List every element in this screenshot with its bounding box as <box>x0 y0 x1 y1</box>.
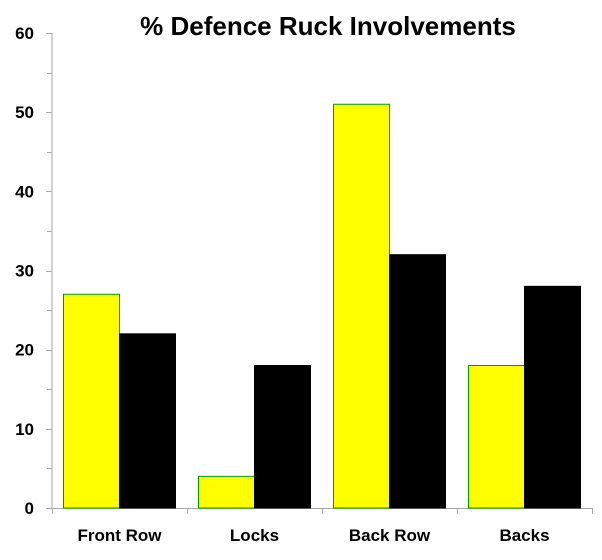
bar-backs-series-1 <box>468 365 525 509</box>
bar-locks-series-2 <box>254 365 311 509</box>
y-tick-label: 30 <box>15 262 34 281</box>
bar-front-row-series-1 <box>63 293 120 509</box>
x-category-label: Backs <box>499 526 549 545</box>
x-category-label: Front Row <box>77 526 162 545</box>
bar-locks-series-1 <box>198 475 255 509</box>
y-tick-label: 40 <box>15 182 34 201</box>
x-category-label: Back Row <box>349 526 431 545</box>
bar-backs-series-2 <box>524 285 581 509</box>
x-category-labels: Front Row Locks Back Row Backs <box>77 526 549 545</box>
y-tick-label: 20 <box>15 341 34 360</box>
x-category-label: Locks <box>230 526 279 545</box>
x-axis <box>52 508 593 514</box>
bars <box>63 103 581 509</box>
bar-back-row-series-2 <box>389 254 446 509</box>
y-tick-label: 0 <box>25 499 34 518</box>
chart-title: % Defence Ruck Involvements <box>140 11 516 41</box>
bar-back-row-series-1 <box>333 103 390 509</box>
y-tick-label: 60 <box>15 24 34 43</box>
y-tick-labels: 0 10 20 30 40 50 60 <box>15 24 34 518</box>
bar-front-row-series-2 <box>119 333 176 509</box>
y-axis <box>46 33 53 509</box>
y-tick-label: 50 <box>15 103 34 122</box>
y-tick-label: 10 <box>15 420 34 439</box>
